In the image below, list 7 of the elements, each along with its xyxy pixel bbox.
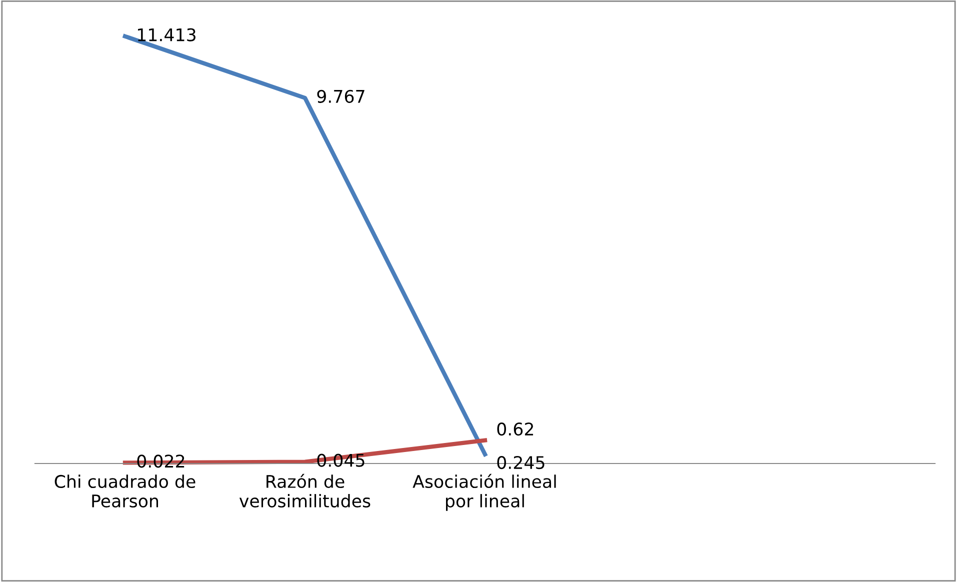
x-tick-label: Chi cuadrado de Pearson bbox=[54, 474, 196, 508]
data-label: 0.62 bbox=[497, 422, 534, 436]
data-label: 9.767 bbox=[317, 90, 364, 103]
x-tick-label: Asociación lineal por lineal bbox=[412, 474, 556, 511]
data-label: 11.413 bbox=[138, 28, 196, 42]
x-tick-label: Razón de verosimilitudes bbox=[239, 474, 370, 508]
data-label: 0.245 bbox=[497, 456, 544, 470]
